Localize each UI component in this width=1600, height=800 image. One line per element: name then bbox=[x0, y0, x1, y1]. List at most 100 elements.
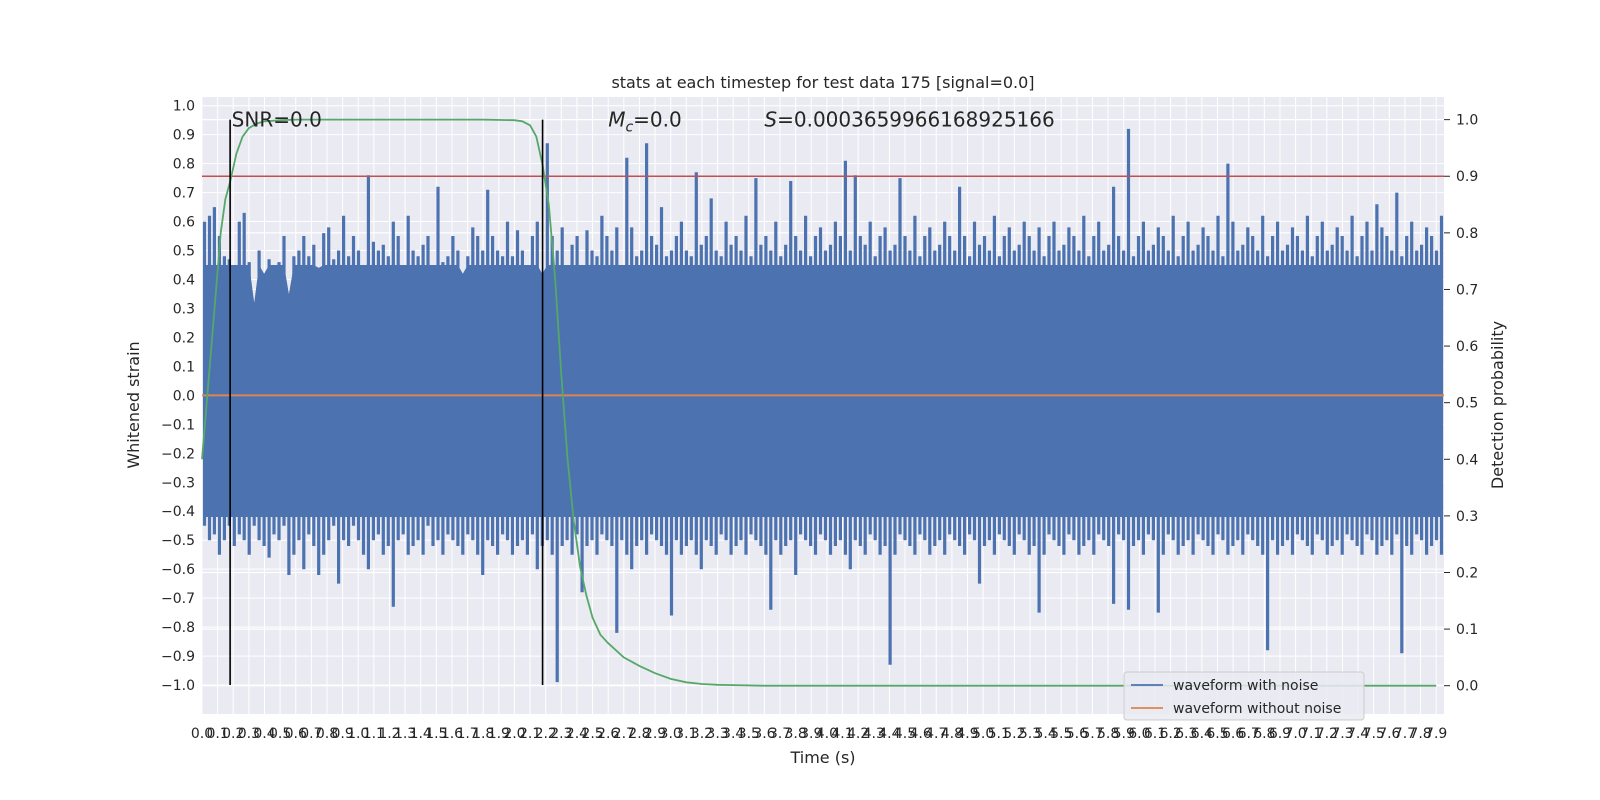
x-tick-label: 0.3 bbox=[238, 726, 260, 742]
x-tick-label: 4.4 bbox=[878, 726, 900, 742]
y2-axis-label: Detection probability bbox=[1488, 321, 1507, 489]
x-tick-label: 4.8 bbox=[941, 726, 963, 742]
x-tick-label: 6.1 bbox=[1144, 726, 1166, 742]
x-tick-label: 6.7 bbox=[1238, 726, 1260, 742]
detection-probability-series bbox=[201, 118, 1437, 687]
x-tick-label: 4.2 bbox=[847, 726, 869, 742]
y-tick-label: −0.2 bbox=[161, 446, 195, 462]
x-tick-label: 2.0 bbox=[503, 726, 525, 742]
x-tick-label: 3.6 bbox=[753, 726, 775, 742]
x-tick-label: 2.2 bbox=[535, 726, 557, 742]
y2-tick-label: 0.1 bbox=[1456, 622, 1478, 638]
x-tick-label: 7.9 bbox=[1425, 726, 1447, 742]
x-tick-label: 4.1 bbox=[831, 726, 853, 742]
y2-tick-label: 0.7 bbox=[1456, 282, 1478, 298]
x-tick-label: 5.9 bbox=[1113, 726, 1135, 742]
y2-tick-label: 0.0 bbox=[1456, 679, 1478, 695]
y2-tick-label: 0.9 bbox=[1456, 169, 1478, 185]
y-tick-label: −0.3 bbox=[161, 475, 195, 491]
annotations: SNR=0.0 Mc=0.0 S=0.0003659966168925166 bbox=[232, 108, 1055, 136]
x-tick-label: 7.2 bbox=[1316, 726, 1338, 742]
y-tick-label: −0.1 bbox=[161, 417, 195, 433]
x-tick-label: 3.9 bbox=[800, 726, 822, 742]
y-tick-label: −0.5 bbox=[161, 533, 195, 549]
y-tick-label: 0.9 bbox=[173, 128, 195, 144]
x-tick-label: 6.3 bbox=[1175, 726, 1197, 742]
y-axis-ticks: 1.0 0.9 0.8 0.7 0.6 0.5 0.4 0.3 0.2 0.1 0.0 −0.1 −0.… bbox=[161, 99, 195, 694]
y-tick-label: 0.6 bbox=[173, 215, 195, 231]
y-tick-label: 0.4 bbox=[173, 272, 195, 288]
x-axis-label: Time (s) bbox=[789, 748, 855, 767]
y2-tick-label: 0.8 bbox=[1456, 226, 1478, 242]
x-tick-label: 1.6 bbox=[441, 726, 463, 742]
x-tick-label: 2.4 bbox=[566, 726, 588, 742]
y2-tick-label: 0.2 bbox=[1456, 565, 1478, 581]
annotation-2: S=0.0003659966168925166 bbox=[764, 108, 1054, 132]
y-tick-label: 0.0 bbox=[173, 388, 195, 404]
x-tick-label: 0.5 bbox=[269, 726, 291, 742]
x-tick-label: 6.6 bbox=[1222, 726, 1244, 742]
x-tick-label: 3.0 bbox=[660, 726, 682, 742]
x-tick-label: 0.8 bbox=[316, 726, 338, 742]
x-tick-label: 2.7 bbox=[613, 726, 635, 742]
x-tick-label: 3.8 bbox=[785, 726, 807, 742]
x-tick-label: 3.7 bbox=[769, 726, 791, 742]
x-tick-label: 5.0 bbox=[972, 726, 994, 742]
x-tick-label: 0.4 bbox=[253, 726, 275, 742]
x-tick-label: 7.4 bbox=[1347, 726, 1369, 742]
legend: waveform with noise waveform without noi… bbox=[1123, 671, 1365, 721]
y-tick-label: 1.0 bbox=[173, 99, 195, 115]
y-tick-label: 0.1 bbox=[173, 359, 195, 375]
x-tick-label: 1.8 bbox=[472, 726, 494, 742]
y2-tick-label: 0.3 bbox=[1456, 509, 1478, 525]
x-tick-label: 2.9 bbox=[644, 726, 666, 742]
x-tick-label: 2.1 bbox=[519, 726, 541, 742]
y2-tick-label: 0.4 bbox=[1456, 452, 1478, 468]
x-tick-label: 4.0 bbox=[816, 726, 838, 742]
x-tick-label: 0.9 bbox=[331, 726, 353, 742]
x-tick-label: 5.6 bbox=[1066, 726, 1088, 742]
x-tick-label: 6.8 bbox=[1253, 726, 1275, 742]
waveform-with-noise-band bbox=[204, 265, 1442, 517]
x-tick-label: 0.2 bbox=[222, 726, 244, 742]
x-tick-label: 0.1 bbox=[206, 726, 228, 742]
x-tick-label: 4.7 bbox=[925, 726, 947, 742]
x-tick-label: 6.2 bbox=[1159, 726, 1181, 742]
x-tick-label: 3.2 bbox=[691, 726, 713, 742]
x-tick-label: 4.6 bbox=[910, 726, 932, 742]
vertical-markers bbox=[229, 119, 544, 686]
x-tick-label: 1.2 bbox=[378, 726, 400, 742]
x-tick-label: 4.5 bbox=[894, 726, 916, 742]
x-tick-label: 5.5 bbox=[1050, 726, 1072, 742]
y-tick-label: 0.2 bbox=[173, 330, 195, 346]
x-tick-label: 3.4 bbox=[722, 726, 744, 742]
x-tick-label: 2.3 bbox=[550, 726, 572, 742]
x-tick-label: 3.5 bbox=[738, 726, 760, 742]
x-tick-label: 5.4 bbox=[1034, 726, 1056, 742]
x-tick-label: 1.0 bbox=[347, 726, 369, 742]
x-tick-label: 2.8 bbox=[628, 726, 650, 742]
annotation-1: Mc=0.0 bbox=[608, 108, 682, 136]
x-tick-label: 7.6 bbox=[1378, 726, 1400, 742]
y-axis-label: Whitened strain bbox=[124, 341, 143, 468]
annotation-0: SNR=0.0 bbox=[232, 108, 322, 132]
detection-probability-line bbox=[201, 118, 1437, 687]
x-tick-label: 3.3 bbox=[706, 726, 728, 742]
x-tick-label: 0.0 bbox=[191, 726, 213, 742]
y-tick-label: 0.5 bbox=[173, 244, 195, 260]
x-axis-ticks: 0.00.10.20.30.40.50.60.70.80.91.01.11.21… bbox=[191, 726, 1447, 742]
x-tick-label: 1.9 bbox=[488, 726, 510, 742]
x-tick-label: 1.4 bbox=[410, 726, 432, 742]
y-tick-label: −0.7 bbox=[161, 591, 195, 607]
x-tick-label: 7.5 bbox=[1363, 726, 1385, 742]
y-tick-label: −1.0 bbox=[161, 678, 195, 694]
x-tick-label: 4.9 bbox=[956, 726, 978, 742]
legend-label-clean: waveform without noise bbox=[1173, 701, 1341, 717]
x-tick-label: 7.8 bbox=[1409, 726, 1431, 742]
x-tick-label: 0.7 bbox=[300, 726, 322, 742]
x-tick-label: 5.1 bbox=[988, 726, 1010, 742]
x-tick-label: 0.6 bbox=[285, 726, 307, 742]
x-tick-label: 7.3 bbox=[1331, 726, 1353, 742]
x-tick-label: 1.7 bbox=[456, 726, 478, 742]
y-tick-label: −0.6 bbox=[161, 562, 195, 578]
